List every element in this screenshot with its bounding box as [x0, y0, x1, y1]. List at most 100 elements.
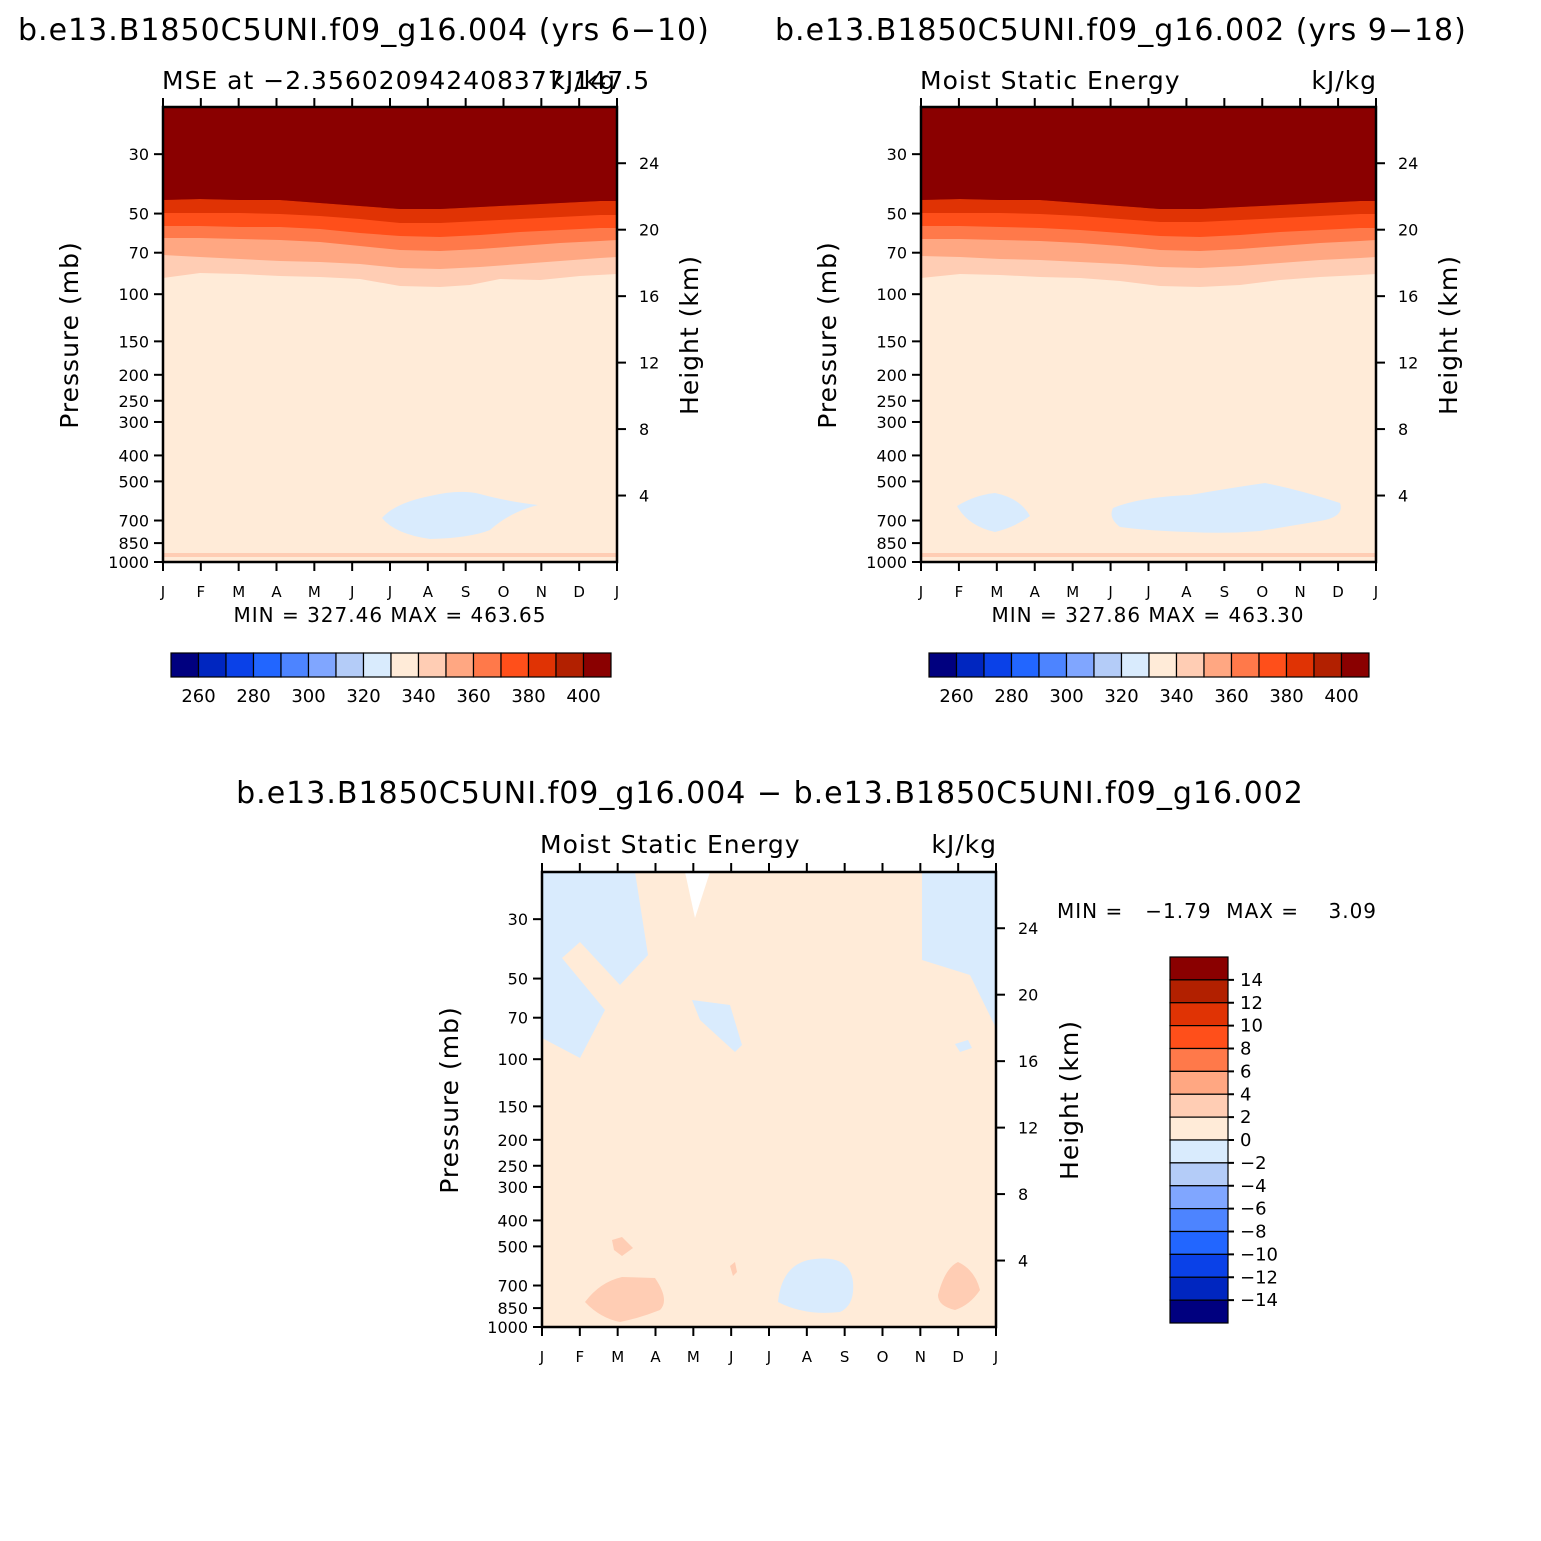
month-tick-label: F [197, 583, 206, 601]
height-tick-label: 4 [1398, 487, 1408, 506]
colorbar-label: −10 [1240, 1244, 1278, 1265]
panel-1-band-460-upper [163, 107, 617, 189]
pressure-tick-label: 70 [508, 1009, 528, 1028]
pressure-tick-label: 150 [497, 1097, 528, 1116]
pressure-tick-label: 500 [118, 472, 149, 491]
height-tick-label: 20 [1398, 221, 1418, 240]
panel-3-left-title: Moist Static Energy [540, 830, 801, 859]
pressure-tick-label: 250 [118, 392, 149, 411]
panel-1-colorbar: 260 280 300 320 340 360 380 400 [170, 652, 612, 707]
panel-2-low-mse-region-2 [1111, 483, 1341, 533]
panel-2-band-460-upper [921, 107, 1376, 189]
panel-3-positive-region-4 [938, 1262, 980, 1310]
pressure-tick-label: 500 [876, 472, 907, 491]
panel-3-negative-region-1 [542, 872, 648, 1058]
height-tick-label: 16 [639, 287, 659, 306]
panel-1-left-title: MSE at −2.356020942408377,147.5 [162, 66, 650, 95]
colorbar-box [555, 652, 585, 678]
colorbar-box [1169, 979, 1229, 1004]
panel-3-negative-region-4 [955, 1040, 972, 1052]
colorbar-box [1313, 652, 1343, 678]
panel-3-missing-region [685, 872, 710, 918]
height-tick-label: 12 [639, 354, 659, 373]
colorbar-label: −14 [1240, 1290, 1278, 1311]
month-tick-label: D [573, 583, 585, 601]
pressure-tick-label: 1000 [866, 553, 907, 572]
panel-3-ylabel-right: Height (km) [1055, 1020, 1084, 1180]
pressure-tick-label: 1000 [487, 1318, 528, 1337]
pressure-tick-label: 50 [508, 970, 528, 989]
pressure-tick-label: 100 [876, 285, 907, 304]
month-tick-label: N [915, 1348, 926, 1366]
month-tick-label: J [160, 583, 165, 601]
colorbar-box [280, 652, 310, 678]
colorbar-box [983, 652, 1013, 678]
pressure-tick-label: 300 [876, 413, 907, 432]
panel-1-min-max: MIN = 327.46 MAX = 463.65 [233, 603, 546, 627]
month-tick-label: M [1066, 583, 1079, 601]
height-tick-label: 4 [1018, 1252, 1028, 1271]
colorbar-label: 0 [1240, 1130, 1251, 1151]
month-tick-label: J [766, 1348, 771, 1366]
colorbar-box [1120, 652, 1150, 678]
pressure-tick-label: 850 [876, 534, 907, 553]
colorbar-label: 400 [1324, 686, 1358, 707]
panel-3-case-title: b.e13.B1850C5UNI.f09_g16.004 − b.e13.B18… [236, 776, 1304, 811]
month-tick-label: N [536, 583, 547, 601]
colorbar-label: 380 [511, 686, 545, 707]
panel-2-contour-fill [921, 107, 1376, 562]
month-tick-label: A [271, 583, 282, 601]
panel-2-left-title: Moist Static Energy [920, 66, 1181, 95]
colorbar-label: −12 [1240, 1267, 1278, 1288]
colorbar-box [1169, 1162, 1229, 1187]
month-tick-label: A [1181, 583, 1192, 601]
month-tick-label: M [611, 1348, 624, 1366]
colorbar-box [362, 652, 392, 678]
month-tick-label: F [576, 1348, 585, 1366]
colorbar-box [527, 652, 557, 678]
colorbar-box [225, 652, 255, 678]
colorbar-label: −4 [1240, 1176, 1267, 1197]
panel-1-contour-fill [163, 107, 617, 562]
colorbar-box [1285, 652, 1315, 678]
month-tick-label: J [349, 583, 354, 601]
pressure-tick-label: 50 [129, 205, 149, 224]
colorbar-box [1340, 652, 1370, 678]
pressure-tick-label: 50 [887, 205, 907, 224]
month-tick-label: M [687, 1348, 700, 1366]
month-tick-label: J [1373, 583, 1378, 601]
colorbar-box [197, 652, 227, 678]
panel-1-ylabel-right: Height (km) [675, 255, 704, 415]
month-tick-label: A [650, 1348, 661, 1366]
colorbar-box [1203, 652, 1233, 678]
colorbar-label: 380 [1269, 686, 1303, 707]
colorbar-label: 300 [291, 686, 325, 707]
pressure-tick-label: 150 [876, 332, 907, 351]
panel-1-band-460-lower [163, 189, 617, 209]
pressure-tick-label: 30 [508, 910, 528, 929]
pressure-tick-label: 100 [497, 1050, 528, 1069]
panel-2-low-mse-region-1 [957, 493, 1030, 532]
colorbar-box [1010, 652, 1040, 678]
colorbar-box [1169, 1002, 1229, 1027]
pressure-tick-label: 850 [497, 1299, 528, 1318]
pressure-tick-label: 850 [118, 534, 149, 553]
colorbar-label: 340 [1159, 686, 1193, 707]
panel-2-height-axis: 24 20 16 12 8 4 [1376, 154, 1418, 506]
panel-3-positive-region-3 [730, 1262, 737, 1276]
colorbar-box [955, 652, 985, 678]
pressure-tick-label: 700 [118, 512, 149, 531]
colorbar-box [1169, 1276, 1229, 1301]
month-tick-label: M [990, 583, 1003, 601]
colorbar-label: 320 [346, 686, 380, 707]
colorbar-box [1148, 652, 1178, 678]
pressure-tick-label: 30 [887, 145, 907, 164]
colorbar-box [1038, 652, 1068, 678]
pressure-tick-label: 200 [876, 366, 907, 385]
colorbar-box [252, 652, 282, 678]
